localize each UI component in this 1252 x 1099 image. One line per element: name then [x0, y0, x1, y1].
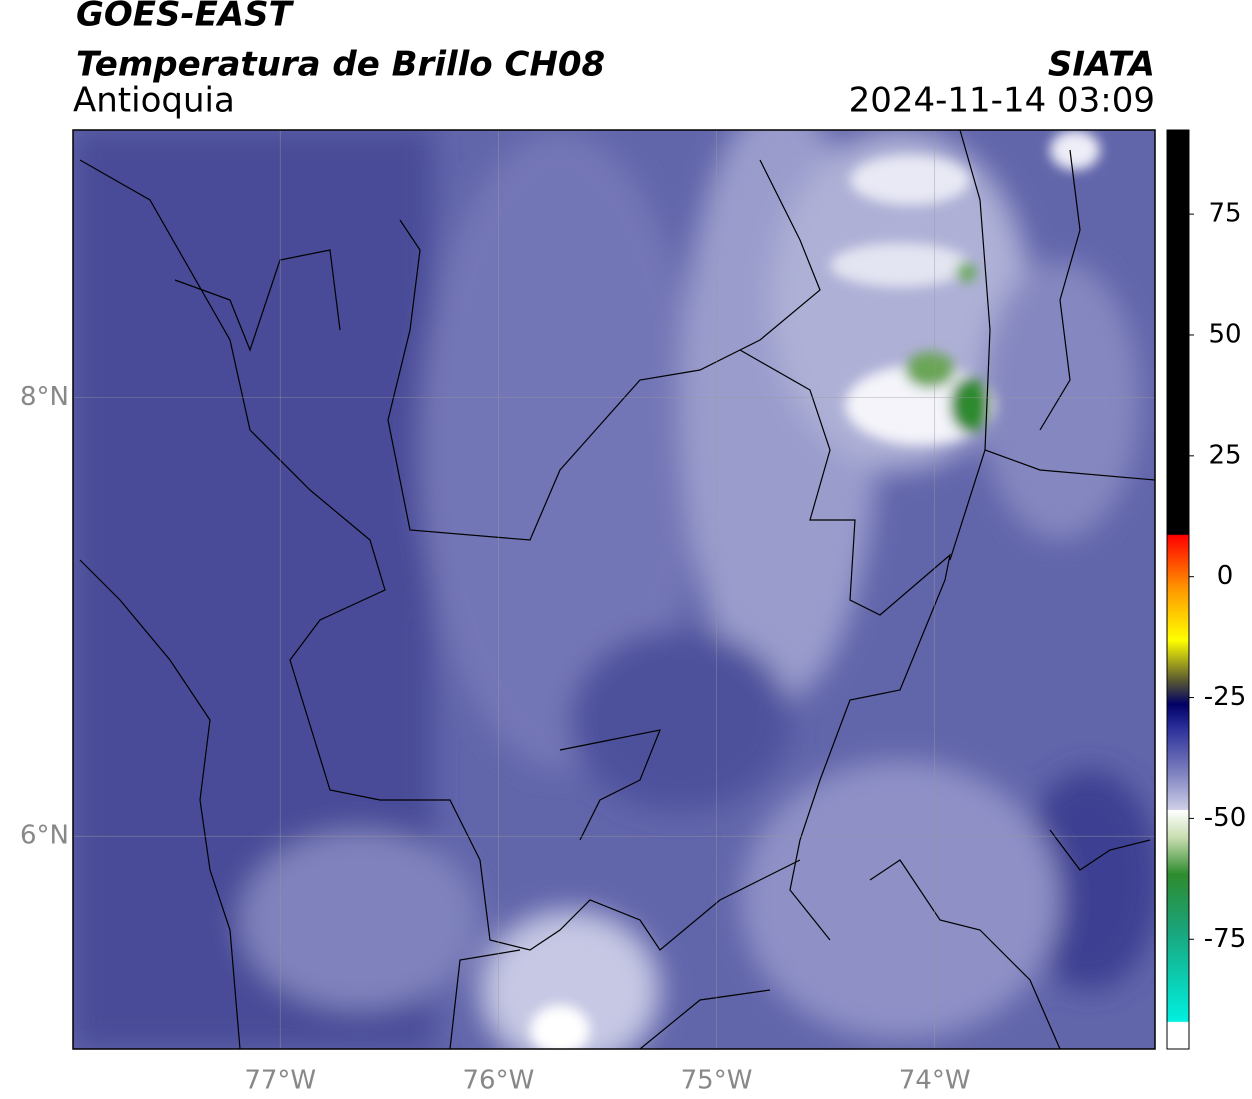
borders [79, 130, 1155, 1049]
colorbar [1166, 129, 1190, 1050]
region: Antioquia [73, 81, 235, 121]
x-tick-label: 76°W [462, 1066, 534, 1096]
colorbar-tick-label: 50 [1208, 319, 1241, 349]
colorbar-tick-label: 75 [1208, 199, 1241, 229]
map-field [73, 130, 1155, 1049]
colorbar-tick-label: -50 [1204, 803, 1246, 833]
subtitle: Temperatura de Brillo CH08 [76, 45, 605, 85]
colorbar-tick-label: -25 [1204, 682, 1246, 712]
colorbar-tick-label: -75 [1204, 924, 1246, 954]
colorbar-tick-label: 25 [1208, 440, 1241, 470]
title: GOES-EAST [76, 0, 295, 35]
grid [73, 130, 1155, 1049]
datetime: 2024-11-14 03:09 [849, 81, 1155, 121]
x-tick-label: 75°W [681, 1066, 753, 1096]
x-tick-label: 77°W [244, 1066, 316, 1096]
x-tick-label: 74°W [899, 1066, 971, 1096]
colorbar-tick-label: 0 [1217, 561, 1234, 591]
map-frame [72, 129, 1156, 1050]
source: SIATA [1048, 45, 1155, 85]
y-tick-label: 8°N [20, 382, 69, 412]
y-tick-label: 6°N [20, 821, 69, 851]
